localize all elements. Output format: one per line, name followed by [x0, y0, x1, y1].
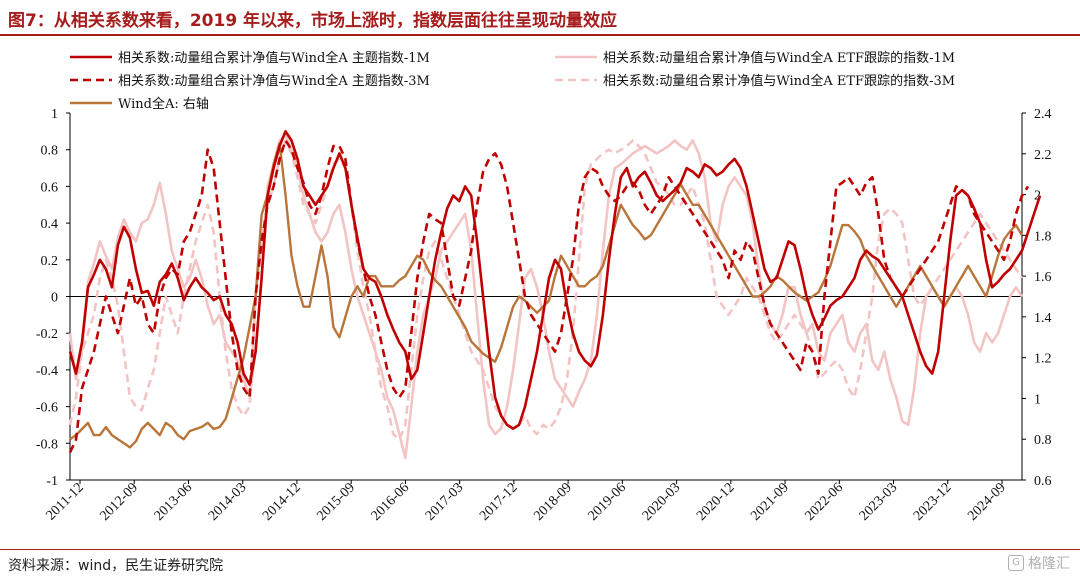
y-right-tick-label: 1.2 [1034, 352, 1052, 367]
y-left-tick-label: 0.8 [41, 144, 59, 159]
y-left-tick-label: -0.8 [36, 437, 58, 452]
x-tick-label: 2021-09 [748, 480, 792, 524]
legend-label-4: Wind全A: 右轴 [118, 96, 209, 112]
series-line-0 [68, 130, 1042, 430]
y-left-tick-label: -0.4 [36, 364, 58, 379]
y-left-tick-label: 0.2 [41, 254, 59, 269]
y-right-tick-label: 1.4 [1034, 311, 1052, 326]
y-left-tick-label: 0.4 [41, 217, 59, 232]
y-right-tick-label: 0.6 [1034, 474, 1052, 489]
legend-label-3: 相关系数:动量组合累计净值与Wind全A ETF跟踪的指数-3M [603, 73, 955, 89]
legend-label-1: 相关系数:动量组合累计净值与Wind全A ETF跟踪的指数-1M [603, 50, 955, 66]
x-tick-label: 2015-09 [314, 480, 358, 524]
legend-label-2: 相关系数:动量组合累计净值与Wind全A 主题指数-3M [118, 73, 430, 89]
y-right-tick-label: 2.4 [1034, 107, 1052, 122]
x-tick-label: 2022-06 [803, 480, 847, 524]
x-tick-label: 2023-12 [911, 480, 955, 524]
chart-canvas: 1 0.8 0.6 0.4 0.2 0 -0.2 -0.4 -0.6 -0.8 -1 2.4 2.2 2 1… [36, 50, 1052, 524]
y-right-tick-label: 0.8 [1034, 433, 1052, 448]
y-left-tick-label: -0.6 [36, 401, 58, 416]
series-line-3 [68, 139, 1024, 441]
x-tick-label: 2020-03 [640, 480, 684, 524]
legend-label-0: 相关系数:动量组合累计净值与Wind全A 主题指数-1M [118, 50, 430, 66]
y-right-tick-label: 1.6 [1034, 270, 1052, 285]
brand-logo-icon: G [1008, 555, 1024, 571]
series-line-1 [68, 133, 1024, 460]
y-left-tick-label: 0 [51, 291, 58, 306]
y-left-tick-label: -0.2 [36, 327, 58, 342]
x-tick-label: 2020-12 [694, 480, 738, 524]
brand-watermark: G 格隆汇 [1008, 553, 1070, 573]
series-line-2 [68, 139, 1030, 454]
x-tick-label: 2018-09 [531, 480, 575, 524]
chart-title: 图7：从相关系数来看，2019 年以来，市场上涨时，指数层面往往呈现动量效应 [8, 11, 618, 31]
y-left-tick-label: 0.6 [41, 180, 59, 195]
footer-rule [0, 549, 1080, 550]
x-tick-label: 2016-06 [369, 480, 413, 524]
brand-name: 格隆汇 [1028, 556, 1070, 572]
x-tick-label: 2014-12 [260, 480, 304, 524]
y-right-tick-label: 1 [1034, 392, 1041, 407]
x-tick-label: 2017-12 [477, 480, 521, 524]
x-tick-label: 2023-03 [857, 480, 901, 524]
y-left-tick-label: -1 [46, 474, 58, 489]
y-right-tick-label: 1.8 [1034, 229, 1052, 244]
x-tick-label: 2024-09 [965, 480, 1009, 524]
title-rule [0, 34, 1080, 36]
x-tick-label: 2014-03 [206, 480, 250, 524]
source-note: 资料来源：wind，民生证券研究院 [8, 558, 224, 574]
y-right-tick-label: 2 [1034, 189, 1041, 204]
y-right-tick-label: 2.2 [1034, 148, 1052, 163]
x-tick-label: 2012-09 [97, 480, 141, 524]
x-tick-label: 2019-06 [586, 480, 630, 524]
y-left-tick-label: 1 [51, 107, 58, 122]
x-tick-label: 2017-03 [423, 480, 467, 524]
x-tick-label: 2013-06 [152, 480, 196, 524]
